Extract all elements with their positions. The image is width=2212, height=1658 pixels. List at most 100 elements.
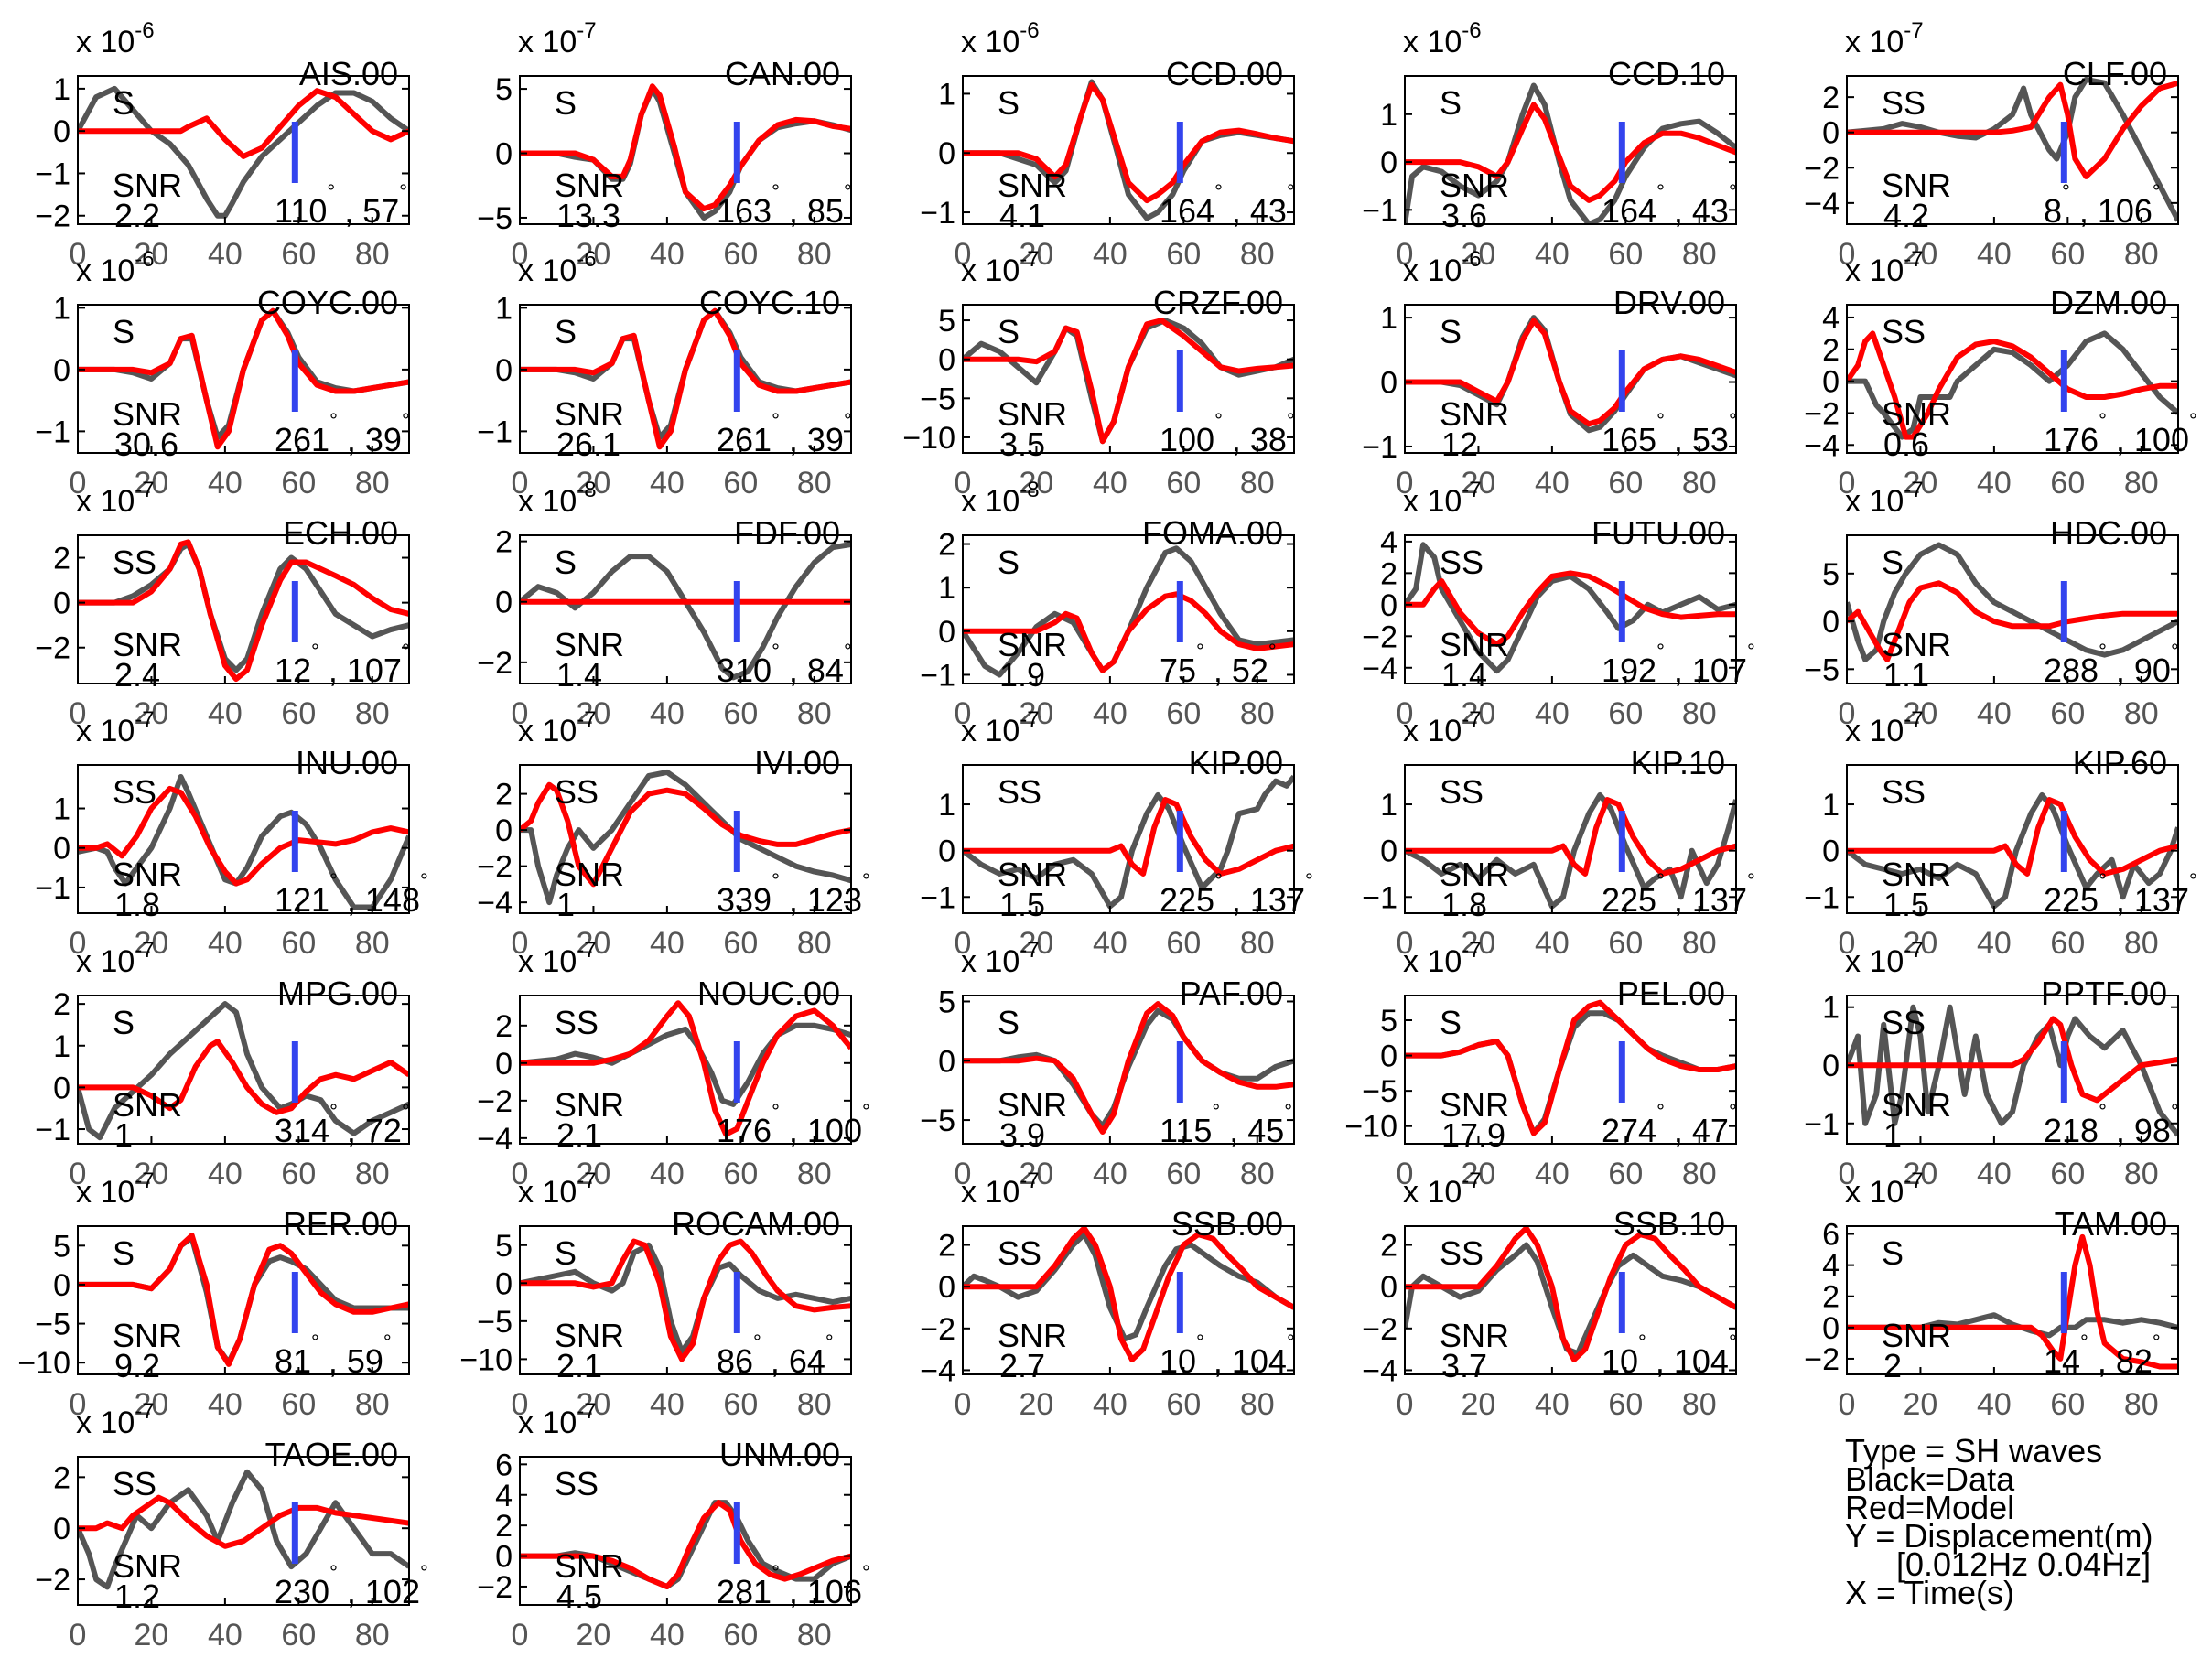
y-tick-label: −1 <box>477 414 513 449</box>
y-tick-label: 0 <box>1822 116 1840 151</box>
x-tick-label: 60 <box>1166 1157 1201 1191</box>
y-tick-label: −2 <box>35 199 70 234</box>
snr-label: SNR <box>998 1317 1067 1354</box>
phase-label: SS <box>1882 313 1926 350</box>
phase-label: S <box>1440 313 1462 350</box>
azimuth-distance-label: 261° , 39° <box>275 409 410 458</box>
x-tick-label: 80 <box>1682 237 1717 272</box>
y-exponent-label: x 10-8 <box>961 478 1040 519</box>
x-tick-label: 40 <box>1977 237 2012 272</box>
snr-value: 1.1 <box>1883 656 1929 694</box>
y-tick-label: 6 <box>1822 1218 1840 1253</box>
y-tick-label: 0 <box>53 587 70 621</box>
snr-label: SNR <box>1882 167 1951 204</box>
x-tick-label: 60 <box>1608 1157 1643 1191</box>
snr-value: 26.1 <box>556 425 620 463</box>
azimuth-distance-label: 225° , 137° <box>1160 869 1313 919</box>
snr-label: SNR <box>1882 626 1951 663</box>
y-tick-label: 0 <box>1822 834 1840 869</box>
azimuth-distance-label: 75° , 52° <box>1160 640 1277 689</box>
x-tick-label: 0 <box>1397 696 1414 731</box>
axes-box <box>77 995 410 1145</box>
x-tick-label: 20 <box>577 466 611 501</box>
phase-label: S <box>1440 1004 1462 1041</box>
snr-value: 4.2 <box>1883 197 1929 234</box>
snr-label: SNR <box>1440 1086 1509 1124</box>
y-exponent-label: x 10-7 <box>76 1168 155 1210</box>
y-tick-label: −5 <box>1804 652 1840 687</box>
data-trace <box>1847 330 2178 440</box>
axes-box <box>1404 75 1737 225</box>
model-trace <box>78 1233 409 1367</box>
x-tick-label: 0 <box>70 1618 87 1653</box>
x-tick-label: 0 <box>512 1618 529 1653</box>
x-tick-label: 80 <box>1240 1387 1275 1422</box>
model-trace <box>963 318 1294 445</box>
model-trace <box>78 539 409 683</box>
y-tick-label: 0 <box>1822 1049 1840 1083</box>
model-trace <box>1405 1226 1736 1362</box>
y-tick-label: 2 <box>495 525 513 560</box>
axes-box <box>77 764 410 914</box>
azimuth-distance-label: 8° , 106° <box>2044 180 2161 230</box>
model-trace <box>78 307 409 450</box>
x-tick-label: 20 <box>135 926 169 961</box>
x-tick-label: 40 <box>1977 1387 2012 1422</box>
station-label: UNM.00 <box>719 1436 840 1473</box>
station-label: CRZF.00 <box>1153 284 1283 321</box>
y-exponent-label: x 10-7 <box>1845 707 1924 748</box>
x-tick-label: 80 <box>355 466 390 501</box>
x-tick-label: 60 <box>723 237 758 272</box>
x-tick-label: 20 <box>577 1618 611 1653</box>
y-tick-label: 0 <box>495 137 513 172</box>
y-exponent-label: x 10-7 <box>1845 478 1924 519</box>
snr-label: SNR <box>555 395 624 433</box>
station-label: AIS.00 <box>299 55 398 92</box>
axes-box <box>519 1225 852 1375</box>
model-trace <box>1847 80 2178 179</box>
x-tick-label: 80 <box>1240 926 1275 961</box>
y-tick-label: 5 <box>1822 557 1840 592</box>
y-tick-label: 0 <box>53 353 70 388</box>
phase-label: SS <box>1882 773 1926 811</box>
x-tick-label: 20 <box>135 696 169 731</box>
x-tick-label: 20 <box>1462 1157 1496 1191</box>
x-tick-label: 20 <box>1904 1387 1938 1422</box>
x-tick-label: 20 <box>1462 466 1496 501</box>
x-tick-label: 40 <box>208 1157 243 1191</box>
y-exponent-label: x 10-7 <box>518 707 597 748</box>
x-tick-label: 60 <box>2050 926 2085 961</box>
data-trace <box>1847 542 2178 662</box>
station-label: FDF.00 <box>734 514 840 552</box>
x-tick-label: 80 <box>1240 1157 1275 1191</box>
x-tick-label: 0 <box>1839 237 1856 272</box>
x-tick-label: 80 <box>2124 1157 2159 1191</box>
x-tick-label: 40 <box>1535 1157 1570 1191</box>
snr-value: 1.4 <box>1441 656 1487 694</box>
y-tick-label: 0 <box>938 1044 955 1079</box>
snr-label: SNR <box>998 395 1067 433</box>
x-tick-label: 0 <box>1397 237 1414 272</box>
axes-box <box>1404 995 1737 1145</box>
y-tick-label: −2 <box>477 646 513 681</box>
model-trace <box>1847 330 2178 440</box>
y-tick-label: −5 <box>477 1305 513 1340</box>
x-tick-label: 80 <box>355 1618 390 1653</box>
x-tick-label: 20 <box>1462 237 1496 272</box>
x-tick-label: 20 <box>577 1157 611 1191</box>
axes-box <box>962 534 1295 684</box>
axes-box <box>77 1456 410 1606</box>
x-tick-label: 60 <box>1166 1387 1201 1422</box>
phase-label: S <box>998 1004 1020 1041</box>
snr-value: 17.9 <box>1441 1116 1505 1154</box>
snr-value: 2 <box>1883 1347 1902 1384</box>
y-tick-label: 6 <box>495 1448 513 1482</box>
x-tick-label: 0 <box>512 466 529 501</box>
